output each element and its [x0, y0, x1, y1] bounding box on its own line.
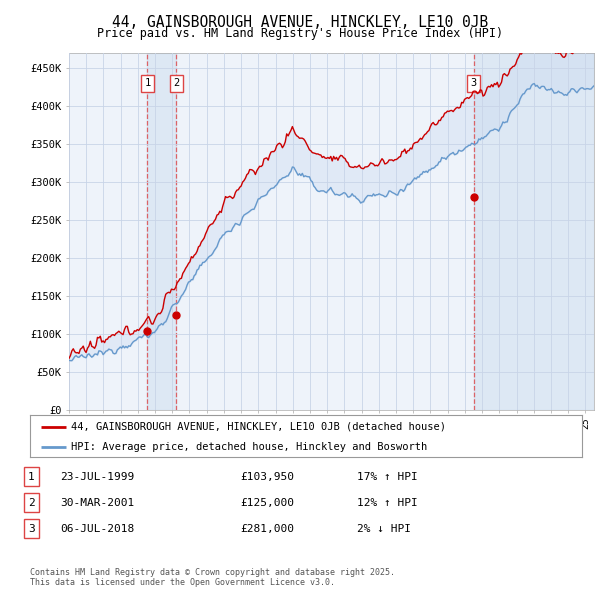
Text: 12% ↑ HPI: 12% ↑ HPI: [357, 498, 418, 507]
Bar: [473, 53, 594, 410]
Text: Contains HM Land Registry data © Crown copyright and database right 2025.
This d: Contains HM Land Registry data © Crown c…: [30, 568, 395, 587]
Text: 06-JUL-2018: 06-JUL-2018: [60, 524, 134, 533]
Text: 30-MAR-2001: 30-MAR-2001: [60, 498, 134, 507]
Text: £103,950: £103,950: [240, 472, 294, 481]
Text: 2% ↓ HPI: 2% ↓ HPI: [357, 524, 411, 533]
Text: 23-JUL-1999: 23-JUL-1999: [60, 472, 134, 481]
Text: £281,000: £281,000: [240, 524, 294, 533]
Text: 44, GAINSBOROUGH AVENUE, HINCKLEY, LE10 0JB (detached house): 44, GAINSBOROUGH AVENUE, HINCKLEY, LE10 …: [71, 422, 446, 432]
Text: 1: 1: [145, 78, 151, 88]
Text: Price paid vs. HM Land Registry's House Price Index (HPI): Price paid vs. HM Land Registry's House …: [97, 27, 503, 40]
Text: 1: 1: [28, 472, 35, 481]
Text: 2: 2: [28, 498, 35, 507]
Text: 3: 3: [470, 78, 477, 88]
Text: 44, GAINSBOROUGH AVENUE, HINCKLEY, LE10 0JB: 44, GAINSBOROUGH AVENUE, HINCKLEY, LE10 …: [112, 15, 488, 30]
Text: 3: 3: [28, 524, 35, 533]
Text: HPI: Average price, detached house, Hinckley and Bosworth: HPI: Average price, detached house, Hinc…: [71, 442, 428, 451]
Text: 17% ↑ HPI: 17% ↑ HPI: [357, 472, 418, 481]
Text: 2: 2: [173, 78, 179, 88]
Text: £125,000: £125,000: [240, 498, 294, 507]
Bar: [148, 53, 176, 410]
